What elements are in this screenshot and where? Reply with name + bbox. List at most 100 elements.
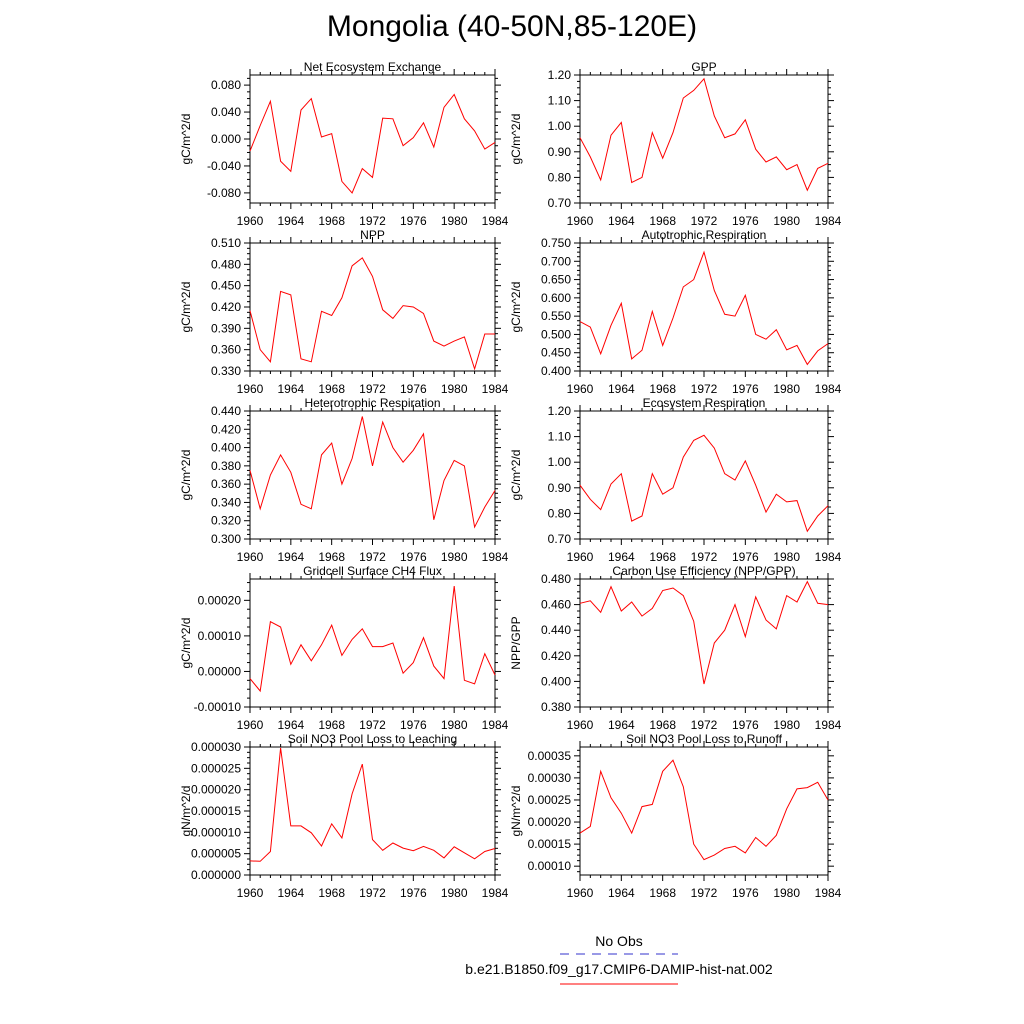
x-tick-label: 1968: [318, 214, 345, 228]
y-tick-label: 0.00010: [198, 629, 242, 643]
y-tick-label: 0.90: [548, 145, 572, 159]
x-tick-label: 1980: [773, 214, 800, 228]
x-tick-label: 1972: [359, 550, 386, 564]
y-tick-label: 0.550: [541, 309, 571, 323]
y-tick-label: -0.040: [207, 159, 241, 173]
y-tick-label: 0.300: [211, 532, 241, 546]
y-tick-label: 1.10: [548, 430, 572, 444]
x-tick-label: 1968: [649, 886, 676, 900]
y-tick-label: 0.480: [211, 257, 241, 271]
x-tick-label: 1960: [237, 214, 264, 228]
x-tick-label: 1968: [318, 718, 345, 732]
panel-title: Carbon Use Efficiency (NPP/GPP): [612, 564, 795, 578]
x-tick-label: 1984: [482, 214, 509, 228]
y-tick-label: 0.00010: [528, 859, 572, 873]
y-tick-label: 0.450: [211, 279, 241, 293]
y-tick-label: 0.320: [211, 514, 241, 528]
x-tick-label: 1960: [237, 718, 264, 732]
y-axis-label: gC/m^2/d: [179, 282, 193, 333]
chart-panel: Carbon Use Efficiency (NPP/GPP) NPP/GPP 0.…: [509, 564, 842, 732]
x-tick-label: 1976: [400, 550, 427, 564]
y-tick-label: 0.500: [541, 327, 571, 341]
x-tick-label: 1980: [773, 550, 800, 564]
x-tick-label: 1984: [482, 718, 509, 732]
y-tick-label: 0.90: [548, 481, 572, 495]
series-line: [249, 416, 496, 529]
x-tick-label: 1976: [732, 886, 759, 900]
x-tick-label: 1960: [567, 550, 594, 564]
y-tick-label: 0.330: [211, 364, 241, 378]
y-tick-label: 0.00035: [528, 749, 572, 763]
x-tick-label: 1976: [400, 214, 427, 228]
x-tick-label: 1960: [237, 382, 264, 396]
chart-panel: Gridcell Surface CH4 Flux gC/m^2/d -0.0001…: [179, 564, 509, 732]
plot-frame: [579, 746, 829, 876]
panel-title: Gridcell Surface CH4 Flux: [303, 564, 442, 578]
x-tick-label: 1960: [237, 550, 264, 564]
y-tick-label: 0.420: [541, 649, 571, 663]
x-tick-label: 1984: [815, 718, 842, 732]
x-tick-label: 1976: [732, 382, 759, 396]
x-tick-label: 1972: [359, 382, 386, 396]
plot-frame: [249, 578, 496, 708]
y-tick-label: 0.000005: [191, 847, 241, 861]
series-line: [249, 257, 495, 371]
y-tick-label: 0.340: [211, 495, 241, 509]
y-tick-label: 0.420: [211, 300, 241, 314]
y-axis-label: NPP/GPP: [509, 616, 523, 669]
y-axis-label: gC/m^2/d: [179, 450, 193, 501]
chart-panel: Ecosystem Respiration gC/m^2/d 0.70 0.80 0.9…: [509, 396, 842, 564]
x-tick-label: 1980: [441, 382, 468, 396]
chart-panel: Soil NO3 Pool Loss to LeachinggN/m^2/d0.…: [179, 732, 509, 900]
y-tick-label: 0.80: [548, 170, 572, 184]
y-tick-label: 0.000000: [191, 868, 241, 882]
y-tick-label: 0.000030: [191, 740, 241, 754]
y-tick-label: 0.000025: [191, 761, 241, 775]
y-tick-label: 0.000010: [191, 825, 241, 839]
x-tick-label: 1976: [732, 214, 759, 228]
y-tick-label: 0.450: [541, 346, 571, 360]
y-tick-label: 0.390: [211, 321, 241, 335]
y-tick-label: -0.080: [207, 186, 241, 200]
y-axis-label: gC/m^2/d: [179, 114, 193, 165]
plot-frame: [249, 746, 496, 876]
y-tick-label: 0.80: [548, 506, 572, 520]
y-tick-label: 0.480: [541, 572, 571, 586]
x-tick-label: 1968: [318, 550, 345, 564]
y-tick-label: 0.510: [211, 236, 241, 250]
x-tick-label: 1984: [815, 382, 842, 396]
y-tick-label: 0.380: [541, 700, 571, 714]
x-tick-label: 1984: [815, 886, 842, 900]
y-tick-label: 1.20: [548, 68, 572, 82]
chart-panel: Autotrophic Respiration gC/m^2/d 0.400 0.45…: [509, 228, 842, 396]
y-tick-label: 1.00: [548, 119, 572, 133]
x-tick-label: 1968: [649, 382, 676, 396]
legend-model-line: [560, 983, 678, 985]
x-tick-label: 1980: [441, 718, 468, 732]
x-tick-label: 1964: [608, 550, 635, 564]
x-tick-label: 1964: [277, 886, 304, 900]
chart-panel: Heterotrophic Respiration gC/m^2/d 0.300 0.…: [179, 396, 509, 564]
y-tick-label: 0.00030: [528, 771, 572, 785]
x-tick-label: 1984: [482, 550, 509, 564]
x-tick-label: 1964: [277, 214, 304, 228]
x-tick-label: 1968: [318, 886, 345, 900]
y-tick-label: 1.00: [548, 455, 572, 469]
x-tick-label: 1968: [649, 718, 676, 732]
plot-frame: [249, 242, 496, 372]
x-tick-label: 1976: [400, 382, 427, 396]
y-tick-label: 0.400: [211, 441, 241, 455]
x-tick-label: 1984: [482, 382, 509, 396]
y-tick-label: 0.750: [541, 236, 571, 250]
x-tick-label: 1964: [608, 214, 635, 228]
y-tick-label: 0.00000: [198, 664, 242, 678]
y-tick-label: 0.70: [548, 532, 572, 546]
x-tick-label: 1984: [815, 214, 842, 228]
series-line: [579, 434, 829, 533]
y-axis-label: gC/m^2/d: [509, 450, 523, 501]
y-tick-label: 0.040: [211, 105, 241, 119]
plot-frame: [249, 410, 496, 540]
y-tick-label: 0.080: [211, 78, 241, 92]
x-tick-label: 1972: [359, 214, 386, 228]
